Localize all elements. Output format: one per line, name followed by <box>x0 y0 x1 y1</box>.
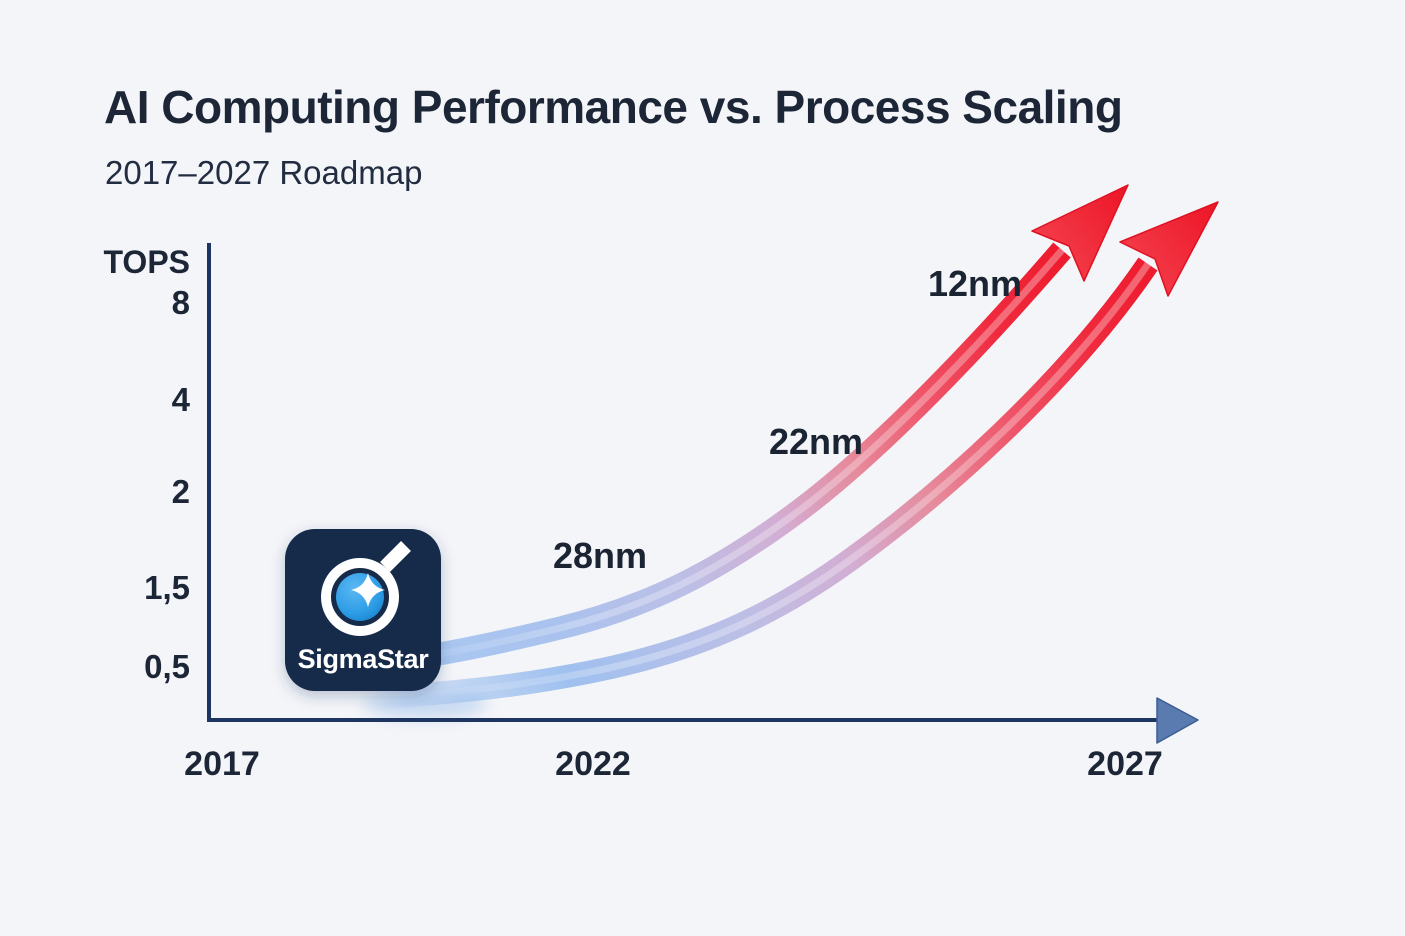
growth-curve-upper <box>348 242 1071 680</box>
y-tick-0-5: 0,5 <box>144 648 190 685</box>
y-axis-unit-label: TOPS <box>103 244 190 280</box>
x-tick-2022: 2022 <box>555 745 631 783</box>
growth-curve-upper-highlight <box>349 247 1065 672</box>
logo-wordmark: SigmaStar <box>297 644 429 674</box>
growth-curves <box>348 184 1219 718</box>
page-subtitle: 2017–2027 Roadmap <box>105 154 423 191</box>
growth-curve-lower-highlight <box>349 262 1151 704</box>
logo-globe-icon <box>336 573 384 621</box>
axes <box>207 243 1199 744</box>
y-tick-8: 8 <box>171 284 190 321</box>
x-tick-2017: 2017 <box>184 745 260 783</box>
logo-ring-icon <box>321 558 399 636</box>
sigmastar-logo <box>285 529 441 691</box>
x-tick-2027: 2027 <box>1087 745 1163 783</box>
logo-star-icon <box>351 573 385 607</box>
curve-start-glow <box>363 690 487 718</box>
page-title: AI Computing Performance vs. Process Sca… <box>104 81 1123 133</box>
arrowhead-lower-icon <box>1119 201 1219 297</box>
process-node-label-12nm: 12nm <box>927 263 1023 304</box>
y-tick-4: 4 <box>171 381 190 418</box>
y-tick-1-5: 1,5 <box>144 569 190 606</box>
process-node-label-22nm: 22nm <box>768 421 864 462</box>
logo-ring-tail-icon <box>380 541 411 572</box>
process-node-label-28nm: 28nm <box>552 535 648 576</box>
y-tick-2: 2 <box>171 473 190 510</box>
growth-curve-lower <box>349 257 1158 712</box>
arrowhead-upper-icon <box>1031 184 1129 282</box>
x-axis-arrowhead-icon <box>1156 697 1199 744</box>
